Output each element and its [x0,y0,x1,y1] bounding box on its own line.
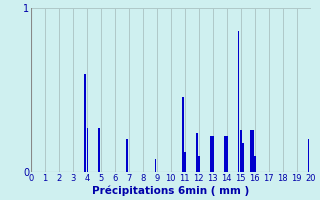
Bar [238,31,239,172]
X-axis label: Précipitations 6min ( mm ): Précipitations 6min ( mm ) [92,185,249,196]
Bar [184,152,186,172]
Bar [196,133,198,172]
Bar [240,130,242,172]
Bar [250,130,252,172]
Bar [254,156,256,172]
Bar [224,136,226,172]
Bar [226,136,228,172]
Bar [155,159,156,172]
Bar [210,136,212,172]
Bar [212,136,214,172]
Bar [308,139,309,172]
Bar [252,130,254,172]
Bar [182,97,184,172]
Bar [99,128,100,172]
Bar [198,156,200,172]
Bar [126,139,128,172]
Bar [243,143,244,172]
Bar [86,128,88,172]
Bar [84,74,86,172]
